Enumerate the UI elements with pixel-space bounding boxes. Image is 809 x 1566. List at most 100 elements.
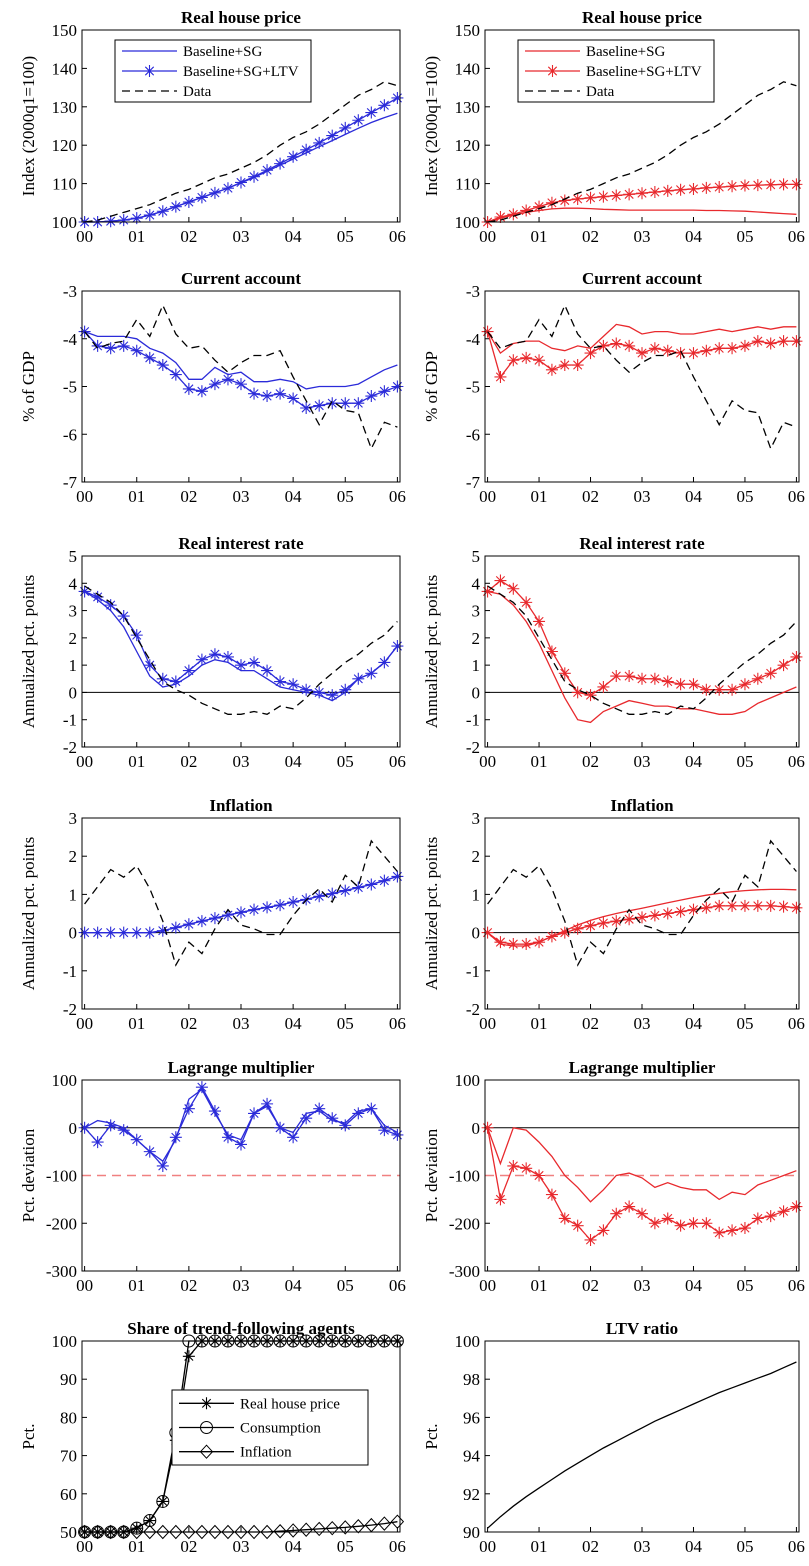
- data-point-marker: [90, 1524, 105, 1540]
- x-tick-label: 06: [389, 1014, 406, 1033]
- data-point-marker: [636, 347, 648, 360]
- y-tick-label: 1: [69, 656, 78, 675]
- chart-panel-3: Current account % of GDP -7 -6 -5 -4 -3 00 01 02 0…: [19, 269, 406, 506]
- y-tick-label: 70: [60, 1447, 77, 1466]
- legend-label: Baseline+SG+LTV: [183, 64, 299, 80]
- legend: Baseline+SG Baseline+SG+LTV Data: [517, 39, 715, 103]
- data-point-marker: [777, 1205, 790, 1218]
- plot-frame: [81, 817, 401, 1010]
- x-tick-label: 00: [479, 1014, 496, 1033]
- x-tick-label: 00: [76, 752, 93, 771]
- y-tick-label: 0: [69, 924, 78, 943]
- data-point-marker: [208, 1105, 221, 1118]
- data-point-marker: [790, 901, 803, 914]
- data-point-marker: [648, 186, 661, 199]
- data-point-marker: [352, 881, 365, 894]
- data-point-marker: [325, 1520, 339, 1536]
- data-point-marker: [221, 909, 234, 922]
- y-tick-label: 2: [69, 629, 78, 648]
- data-point-marker: [312, 1521, 326, 1537]
- x-tick-label: 05: [337, 752, 354, 771]
- data-point-marker: [533, 354, 546, 367]
- data-point-marker: [91, 926, 104, 939]
- x-tick-label: 00: [76, 1014, 93, 1033]
- data-point-marker: [182, 1102, 195, 1115]
- data-point-marker: [104, 1119, 117, 1132]
- data-point-marker: [584, 191, 597, 204]
- data-point-marker: [378, 1124, 391, 1137]
- data-point-marker: [365, 106, 378, 119]
- y-tick-label: 5: [472, 547, 481, 566]
- data-point-marker: [597, 680, 610, 693]
- y-tick-label: -1: [466, 962, 480, 981]
- y-tick-label: 100: [455, 1332, 481, 1351]
- data-point-marker: [777, 335, 790, 348]
- legend-label: Baseline+SG: [586, 44, 665, 60]
- data-point-marker: [790, 1200, 803, 1213]
- x-tick-label: 05: [736, 1537, 753, 1556]
- x-tick-label: 04: [685, 1537, 703, 1556]
- data-point-marker: [494, 574, 507, 587]
- data-point-marker: [520, 1162, 533, 1175]
- series-line-1: [487, 1361, 797, 1529]
- x-tick-label: 03: [634, 1014, 651, 1033]
- data-point-marker: [195, 653, 208, 666]
- y-tick-label: 150: [52, 21, 78, 40]
- data-point-marker: [339, 397, 352, 410]
- x-tick-label: 03: [634, 227, 651, 246]
- data-point-marker: [700, 1217, 713, 1230]
- y-tick-label: -200: [46, 1214, 77, 1233]
- data-point-marker: [610, 915, 623, 928]
- data-point-marker: [674, 183, 687, 196]
- x-tick-label: 01: [128, 1276, 145, 1295]
- chart-panel-9: Lagrange multiplier Pct. deviation -300 -20…: [19, 1058, 406, 1295]
- y-axis-label: Annualized pct. points: [19, 837, 38, 990]
- data-point-marker: [117, 926, 130, 939]
- data-point-marker: [274, 899, 287, 912]
- x-tick-label: 04: [285, 487, 303, 506]
- y-axis-label: Pct. deviation: [19, 1128, 38, 1222]
- x-tick-label: 05: [736, 227, 753, 246]
- y-tick-label: 2: [472, 847, 481, 866]
- data-point-marker: [597, 339, 610, 352]
- chart-title: Real house price: [181, 8, 301, 27]
- data-point-marker: [117, 214, 130, 227]
- data-point-marker: [481, 926, 494, 939]
- data-point-marker: [494, 1193, 507, 1206]
- y-tick-label: 130: [52, 98, 78, 117]
- data-point-marker: [738, 1222, 751, 1235]
- data-point-marker: [777, 900, 790, 913]
- x-tick-label: 01: [531, 1276, 548, 1295]
- x-tick-label: 02: [180, 1014, 197, 1033]
- x-tick-label: 00: [479, 752, 496, 771]
- data-point-marker: [687, 347, 700, 360]
- data-point-marker: [313, 399, 326, 412]
- y-tick-label: 92: [463, 1485, 480, 1504]
- data-point-marker: [169, 1524, 183, 1540]
- data-point-marker: [261, 901, 274, 914]
- data-point-marker: [545, 363, 558, 376]
- data-point-marker: [507, 208, 520, 221]
- y-tick-label: 150: [455, 21, 481, 40]
- x-tick-label: 01: [531, 1014, 548, 1033]
- data-point-marker: [221, 373, 234, 386]
- data-point-marker: [235, 659, 247, 672]
- legend-label: Baseline+SG+LTV: [586, 64, 702, 80]
- data-point-marker: [713, 683, 726, 696]
- x-tick-label: 06: [788, 1276, 805, 1295]
- y-axis-label: Annualized pct. points: [19, 575, 38, 728]
- data-point-marker: [248, 656, 261, 669]
- legend-marker: [200, 1397, 213, 1410]
- chart-title: Share of trend-following agents: [127, 1319, 355, 1338]
- data-point-marker: [674, 1219, 687, 1232]
- data-point-marker: [274, 387, 287, 400]
- legend-label: Real house price: [240, 1396, 340, 1412]
- x-tick-label: 04: [285, 752, 303, 771]
- x-tick-label: 03: [233, 752, 250, 771]
- data-point-marker: [287, 1131, 300, 1144]
- data-point-marker: [661, 184, 674, 197]
- y-tick-label: 3: [472, 809, 481, 828]
- data-point-marker: [533, 200, 546, 213]
- data-point-marker: [687, 182, 700, 195]
